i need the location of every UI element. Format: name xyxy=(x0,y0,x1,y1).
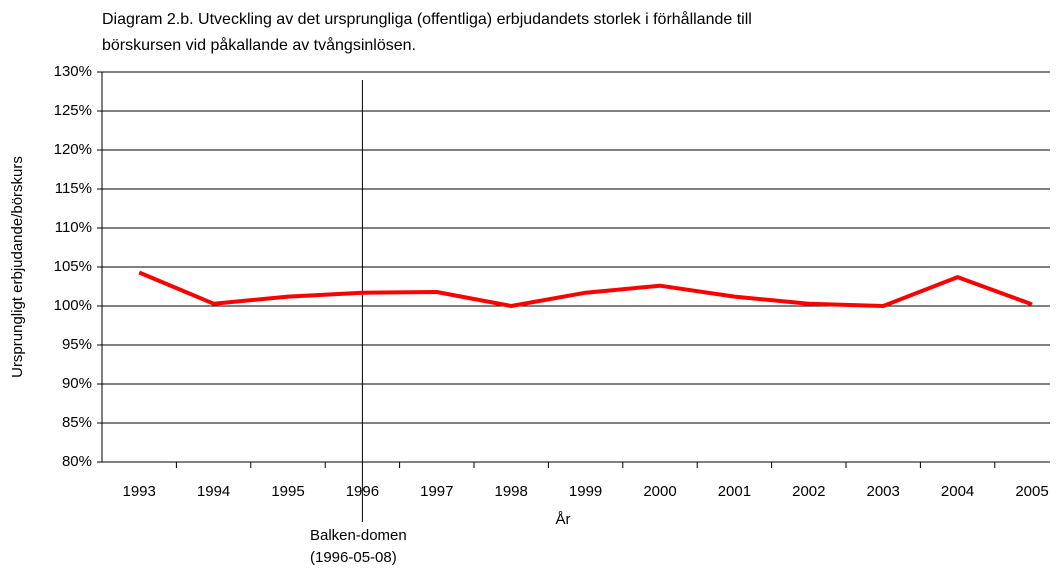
y-tick-label: 125% xyxy=(54,102,92,119)
y-tick-label: 130% xyxy=(54,63,92,80)
x-tick-label: 1999 xyxy=(569,483,602,500)
data-line xyxy=(138,270,1033,308)
y-axis-label: Ursprungligt erbjudande/börskurs xyxy=(9,156,26,378)
x-tick-label: 2004 xyxy=(941,483,974,500)
chart-title: Diagram 2.b. Utveckling av det ursprungl… xyxy=(102,10,752,28)
x-tick-label: 2005 xyxy=(1015,483,1048,500)
x-tick-label: 1998 xyxy=(495,483,528,500)
y-tick-label: 80% xyxy=(62,453,92,470)
x-tick-label: 2003 xyxy=(867,483,900,500)
x-tick-label: 1994 xyxy=(197,483,230,500)
x-tick-label: 2000 xyxy=(643,483,676,500)
y-tick-label: 100% xyxy=(54,297,92,314)
y-tick-label: 85% xyxy=(62,414,92,431)
x-tick-label: 2002 xyxy=(792,483,825,500)
y-tick-label: 95% xyxy=(62,336,92,353)
y-tick-label: 105% xyxy=(54,258,92,275)
chart-title: börskursen vid påkallande av tvångsinlös… xyxy=(102,36,416,54)
x-tick-label: 2001 xyxy=(718,483,751,500)
x-tick-label: 1995 xyxy=(271,483,304,500)
y-tick-label: 110% xyxy=(55,219,92,236)
y-tick-label: 115% xyxy=(55,180,92,197)
x-tick-label: 1993 xyxy=(123,483,156,500)
annotation-label: Balken-domen xyxy=(310,527,407,544)
y-tick-label: 120% xyxy=(54,141,92,158)
y-tick-label: 90% xyxy=(62,375,92,392)
annotation-date: (1996-05-08) xyxy=(310,549,397,566)
x-axis-label: År xyxy=(556,511,571,528)
x-tick-label: 1997 xyxy=(420,483,453,500)
